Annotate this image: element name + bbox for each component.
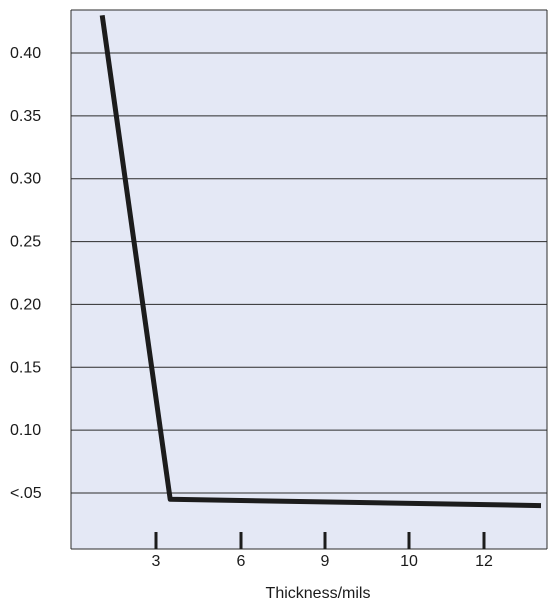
y-tick-label-0: <.05 bbox=[10, 485, 42, 502]
x-tick-labels: 3 6 9 10 12 bbox=[152, 553, 493, 570]
y-tick-label-1: 0.10 bbox=[10, 422, 41, 439]
plot-background bbox=[71, 10, 547, 549]
y-tick-label-5: 0.30 bbox=[10, 171, 41, 188]
y-tick-label-3: 0.20 bbox=[10, 296, 41, 313]
x-tick-label-0: 3 bbox=[152, 553, 161, 570]
series-line-0 bbox=[99, 14, 542, 509]
x-tick-label-3: 10 bbox=[400, 553, 418, 570]
x-axis-title: Thickness/mils bbox=[266, 585, 371, 602]
x-ticks bbox=[154, 532, 486, 549]
series-group bbox=[99, 14, 542, 509]
y-tick-label-2: 0.15 bbox=[10, 359, 41, 376]
y-tick-label-4: 0.25 bbox=[10, 234, 41, 251]
y-tick-labels: <.05 0.10 0.15 0.20 0.25 0.30 0.35 0.40 bbox=[10, 45, 42, 502]
y-tick-label-7: 0.40 bbox=[10, 45, 41, 62]
y-tick-label-6: 0.35 bbox=[10, 108, 41, 125]
x-tick-label-2: 9 bbox=[321, 553, 330, 570]
x-tick-label-4: 12 bbox=[475, 553, 493, 570]
x-tick-label-1: 6 bbox=[237, 553, 246, 570]
